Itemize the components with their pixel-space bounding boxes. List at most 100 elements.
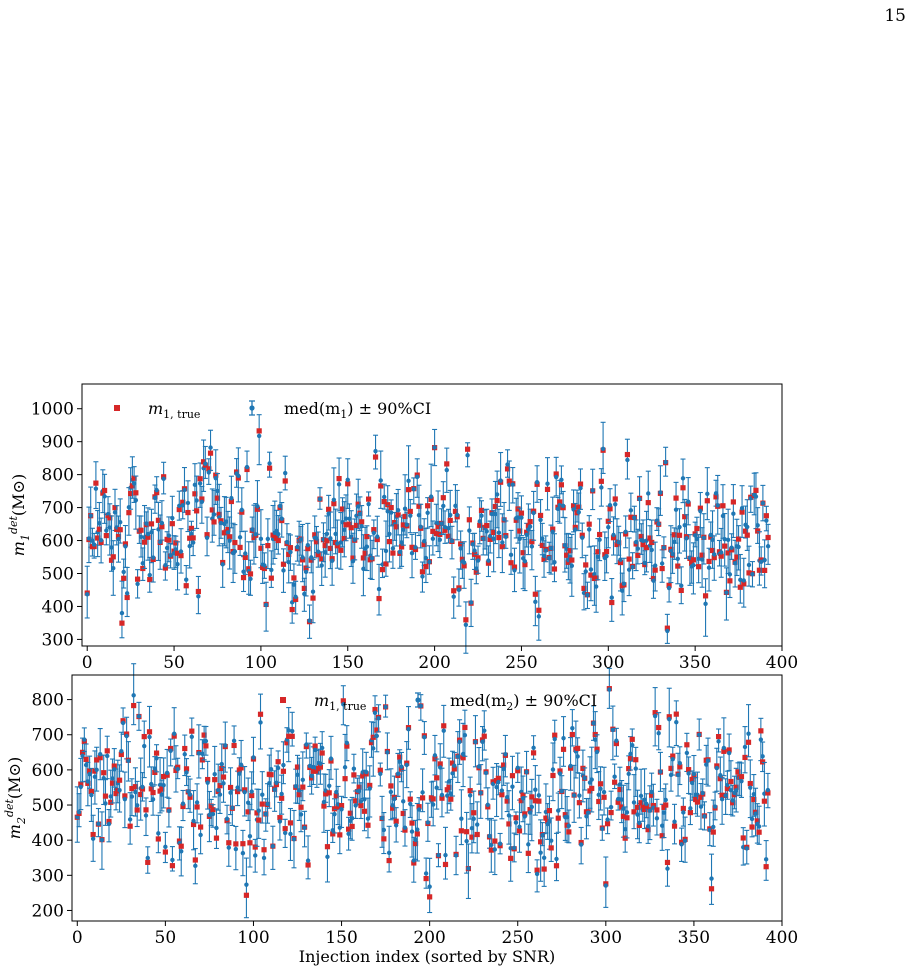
m1-median-marker [324,531,330,537]
m2-median-marker [365,816,371,821]
m1-true-marker [268,575,274,581]
m2-y-tick-label: 800 [32,691,64,711]
m1-median-marker [302,591,307,597]
m1-true-marker [697,505,703,511]
m2-median-marker [193,863,198,869]
m2-true-marker [201,732,207,738]
m2-point [677,746,683,786]
m2-median-marker [517,824,522,829]
m1-median-marker [229,495,234,501]
m2-true-marker [310,768,316,774]
m2-median-marker [557,771,563,776]
m1-point [199,485,205,524]
m1-median-marker [586,527,592,532]
m2-true-marker [525,850,531,856]
m1-true-marker [247,571,254,577]
m2-median-marker [748,785,753,790]
m2-median-marker [390,803,395,808]
m2-true-marker [532,798,538,804]
m2-point [268,747,274,787]
m1-median-marker [760,500,766,506]
m1-point [487,520,493,554]
m1-true-marker [682,514,688,520]
m2-point [698,783,704,830]
m2-true-marker [220,774,227,780]
m1-median-marker [659,561,665,566]
m2-point [169,846,176,872]
m1-point [543,535,549,563]
m1-median-marker [399,540,404,545]
m1-median-marker [206,470,211,475]
m1-true-marker [289,606,295,613]
m1-point [584,581,591,610]
m2-true-marker [745,739,752,745]
m2-true-marker [324,844,331,850]
m2-median-marker [346,831,351,836]
m2-median-marker [647,808,653,813]
m1-median-marker [593,584,599,589]
m2-median-marker [607,687,612,692]
m1-point [204,516,210,557]
m1-point [131,466,137,503]
m1-point [729,533,735,560]
m1-median-marker [722,536,727,542]
m1-y-tick-label: 400 [42,597,74,617]
m1-true-marker [315,552,321,558]
m1-point [167,542,174,569]
legend-true-marker [280,697,286,703]
m2-point [398,751,405,783]
m2-median-marker [103,801,108,806]
m1-median-marker [196,594,201,599]
m1-true-marker [286,551,292,558]
m1-median-marker [223,519,229,524]
m1-x-tick-label: 300 [592,653,624,673]
m2-point [553,832,560,882]
m2-median-marker [612,774,617,779]
m1-point [603,537,610,574]
m1-point [680,458,686,504]
m2-true-marker [227,784,234,791]
m1-true-marker [178,553,184,559]
m2-median-marker [430,802,436,807]
m1-median-marker [606,524,611,530]
panel-m1: 0 50 100 150 200 250 300 350 400 300400500600700… [7,383,798,673]
m1-median-marker [475,558,481,563]
m2-median-marker [471,816,476,822]
m1-median-marker [314,536,319,541]
m2-median-marker [413,837,418,842]
m2-median-marker [688,806,693,811]
m1-median-marker [98,537,104,543]
m1-true-marker [334,543,340,549]
m2-median-marker [226,845,231,850]
m1-median-marker [512,568,517,573]
m1-point [432,428,438,467]
m2-true-marker [238,765,244,771]
m2-true-marker [189,728,195,734]
m2-point [363,751,369,791]
m2-median-marker [198,832,203,838]
m2-median-marker [108,794,113,799]
m2-median-marker [307,763,313,769]
m1-true-marker [539,542,545,549]
m2-true-marker [730,800,736,806]
m2-median-marker [325,854,330,860]
m2-point [448,778,454,811]
m2-median-marker [483,770,489,776]
m2-median-marker [531,745,536,750]
m1-true-marker [485,560,492,566]
m2-point [161,757,167,809]
m1-median-marker [316,549,321,554]
m1-point [293,580,299,615]
m2-median-marker [556,808,561,813]
m2-true-marker [641,806,648,813]
m2-median-marker [129,794,135,799]
m1-median-marker [364,544,370,549]
m2-true-marker [726,747,732,753]
m1-median-marker [569,563,575,568]
m2-point [129,778,135,817]
m2-median-marker [150,797,156,802]
m1-true-marker [282,478,288,484]
m1-point [256,414,262,466]
m2-median-marker [131,693,136,698]
m1-median-marker [109,545,114,550]
